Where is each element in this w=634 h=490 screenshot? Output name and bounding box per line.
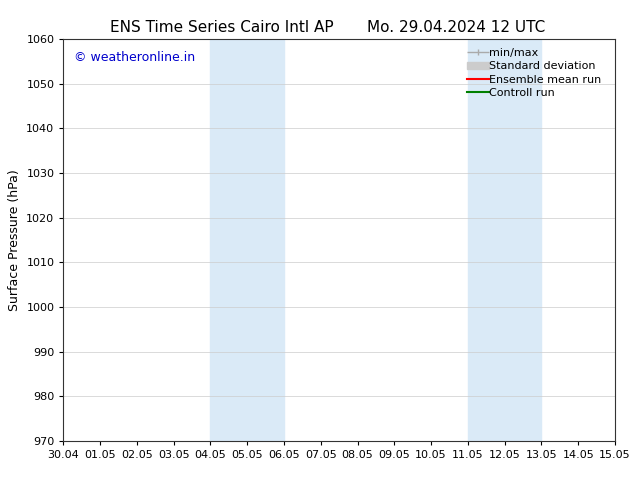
Bar (468, 39, 541, 441)
Text: ENS Time Series Cairo Intl AP: ENS Time Series Cairo Intl AP (110, 20, 333, 35)
Text: © weatheronline.in: © weatheronline.in (74, 51, 195, 64)
Legend: min/max, Standard deviation, Ensemble mean run, Controll run: min/max, Standard deviation, Ensemble me… (464, 45, 609, 101)
Y-axis label: Surface Pressure (hPa): Surface Pressure (hPa) (8, 169, 21, 311)
Bar (210, 39, 284, 441)
Text: Mo. 29.04.2024 12 UTC: Mo. 29.04.2024 12 UTC (367, 20, 546, 35)
